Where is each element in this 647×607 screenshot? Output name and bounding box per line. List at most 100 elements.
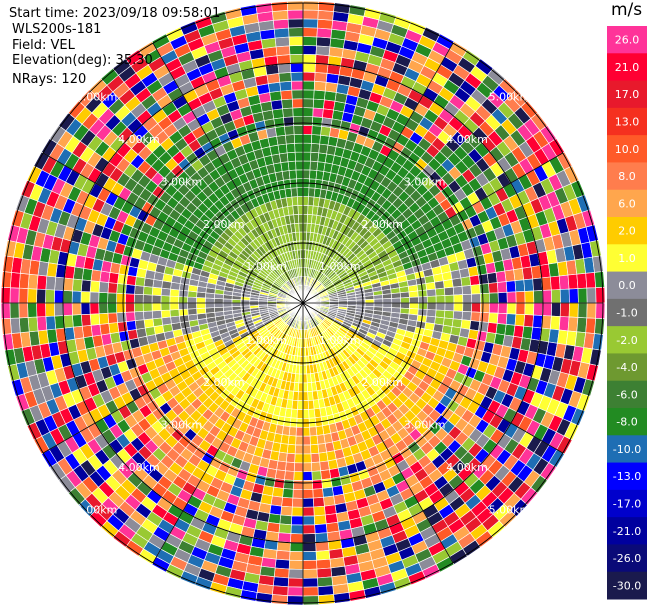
range-gate <box>277 63 292 74</box>
range-gate <box>278 523 292 534</box>
range-gate <box>302 151 312 162</box>
colorbar-segment <box>607 353 647 382</box>
range-gate <box>488 292 499 304</box>
range-gate <box>577 302 588 319</box>
colorbar-segment <box>607 544 647 573</box>
range-gate <box>426 288 437 297</box>
range-gate <box>116 283 127 295</box>
range-gate <box>486 272 498 284</box>
range-gate <box>89 313 101 326</box>
range-gate <box>323 495 336 507</box>
colorbar-tick-label: 8.0 <box>618 170 636 183</box>
range-gate <box>289 542 304 553</box>
range-gate <box>307 390 314 401</box>
range-gate <box>542 289 553 304</box>
range-gate <box>309 426 318 437</box>
range-gate <box>310 151 320 163</box>
range-gate <box>72 314 83 328</box>
range-gate <box>567 273 579 290</box>
range-gate <box>152 317 163 327</box>
range-gate <box>302 133 313 144</box>
range-gate <box>288 568 304 579</box>
colorbar-tick-label: -26.0 <box>613 552 641 565</box>
range-gate <box>281 98 294 110</box>
range-gate <box>435 309 446 319</box>
range-gate <box>324 504 337 516</box>
colorbar-tick-label: -17.0 <box>613 498 641 511</box>
range-gate <box>307 399 315 410</box>
colorbar-tick-label: -30.0 <box>613 579 641 592</box>
colorbar-tick-label: -6.0 <box>616 388 637 401</box>
colorbar-unit: m/s <box>611 0 643 20</box>
range-gate <box>36 302 47 318</box>
range-gate <box>278 72 292 83</box>
range-gate <box>523 314 534 328</box>
range-gate <box>592 333 604 351</box>
range-gate <box>294 142 304 153</box>
colorbar-segment <box>607 326 647 354</box>
range-ring-label: 2.00km <box>203 218 245 231</box>
colorbar-tick-label: -1.0 <box>616 307 637 320</box>
range-gate <box>274 558 290 570</box>
colorbar-segment <box>607 271 647 300</box>
range-gate <box>125 311 136 322</box>
range-ring-label: 3.00km <box>404 419 446 432</box>
range-gate <box>321 478 333 489</box>
range-gate <box>302 462 313 473</box>
colorbar-tick-label: 1.0 <box>618 252 636 265</box>
range-gate <box>426 309 437 318</box>
range-gate <box>272 486 284 498</box>
range-gate <box>72 278 83 292</box>
range-gate <box>161 316 172 326</box>
range-gate <box>496 312 508 325</box>
range-gate <box>287 577 304 588</box>
range-gate <box>453 302 464 312</box>
range-gate <box>125 274 137 286</box>
colorbar-segment <box>607 135 647 163</box>
range-ring-label: 4.00km <box>446 133 488 146</box>
range-gate <box>290 524 304 535</box>
colorbar-segment <box>607 571 647 600</box>
range-gate <box>302 435 311 446</box>
range-gate <box>568 288 579 304</box>
range-gate <box>391 297 402 304</box>
range-gate <box>495 323 507 336</box>
range-gate <box>293 471 304 481</box>
range-gate <box>302 444 312 455</box>
range-gate <box>108 322 120 334</box>
range-gate <box>272 576 289 588</box>
range-gate <box>45 315 57 331</box>
colorbar-segment <box>607 298 647 327</box>
range-gate <box>558 316 570 332</box>
range-gate <box>302 36 318 47</box>
range-gate <box>160 287 171 297</box>
range-gate <box>151 310 163 320</box>
range-gate <box>36 274 48 290</box>
range-gate <box>27 302 38 318</box>
range-gate <box>505 280 517 293</box>
range-gate <box>297 400 304 410</box>
range-gate <box>160 295 171 304</box>
range-gate <box>134 319 146 330</box>
range-ring-label: 5.00km <box>76 91 118 104</box>
instrument-label: WLS200s-181 <box>12 22 102 37</box>
range-gate <box>302 524 316 535</box>
range-gate <box>196 302 206 309</box>
range-gate <box>187 308 198 316</box>
range-gate <box>285 452 296 464</box>
range-gate <box>170 315 181 325</box>
range-gate <box>273 567 290 579</box>
range-ring-label: 2.00km <box>361 376 403 389</box>
range-gate <box>45 289 55 304</box>
range-gate <box>315 45 331 57</box>
range-ring-label: 4.00km <box>118 461 160 474</box>
range-gate <box>568 302 579 318</box>
range-gate <box>469 320 481 332</box>
range-ring-label: 2.00km <box>203 376 245 389</box>
range-gate <box>231 302 242 308</box>
range-gate <box>313 89 326 101</box>
range-gate <box>116 302 126 314</box>
range-gate <box>470 311 481 322</box>
range-gate <box>297 391 304 402</box>
range-gate <box>143 318 155 329</box>
